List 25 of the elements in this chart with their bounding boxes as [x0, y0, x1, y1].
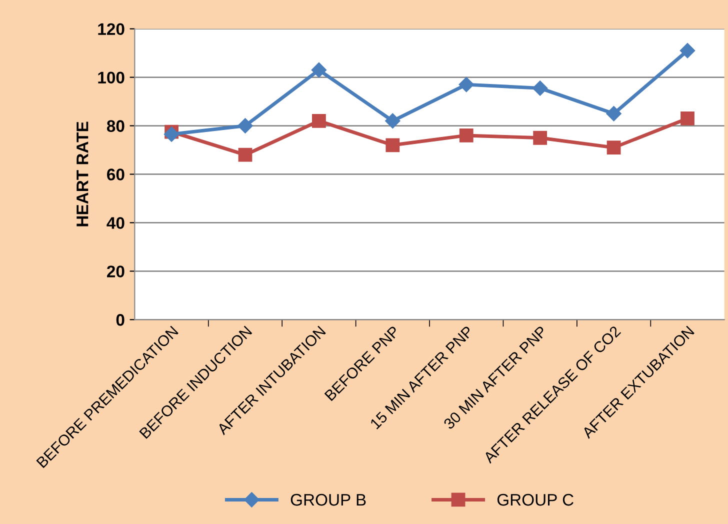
y-tick-label: 100	[98, 72, 124, 84]
legend-label: GROUP B	[290, 494, 366, 506]
y-axis-title: HEART RATE	[76, 122, 88, 226]
y-tick-label: 120	[98, 23, 124, 36]
legend-label: GROUP C	[497, 494, 574, 506]
point	[459, 128, 474, 142]
y-tick-label: 60	[107, 168, 124, 180]
point	[680, 112, 694, 126]
point	[606, 106, 622, 122]
point	[606, 140, 621, 155]
point	[532, 80, 548, 96]
point	[312, 114, 326, 128]
point	[164, 126, 180, 142]
y-tick-label: 0	[116, 314, 124, 326]
y-tick-label: 80	[106, 120, 124, 132]
y-tick-label: 20	[107, 266, 124, 278]
point	[238, 118, 253, 134]
point	[680, 43, 696, 58]
y-tick-label: 40	[106, 217, 124, 229]
point	[311, 62, 327, 78]
point	[458, 76, 474, 92]
point	[385, 113, 400, 128]
point	[238, 148, 252, 162]
point	[386, 138, 400, 152]
point	[533, 130, 548, 145]
